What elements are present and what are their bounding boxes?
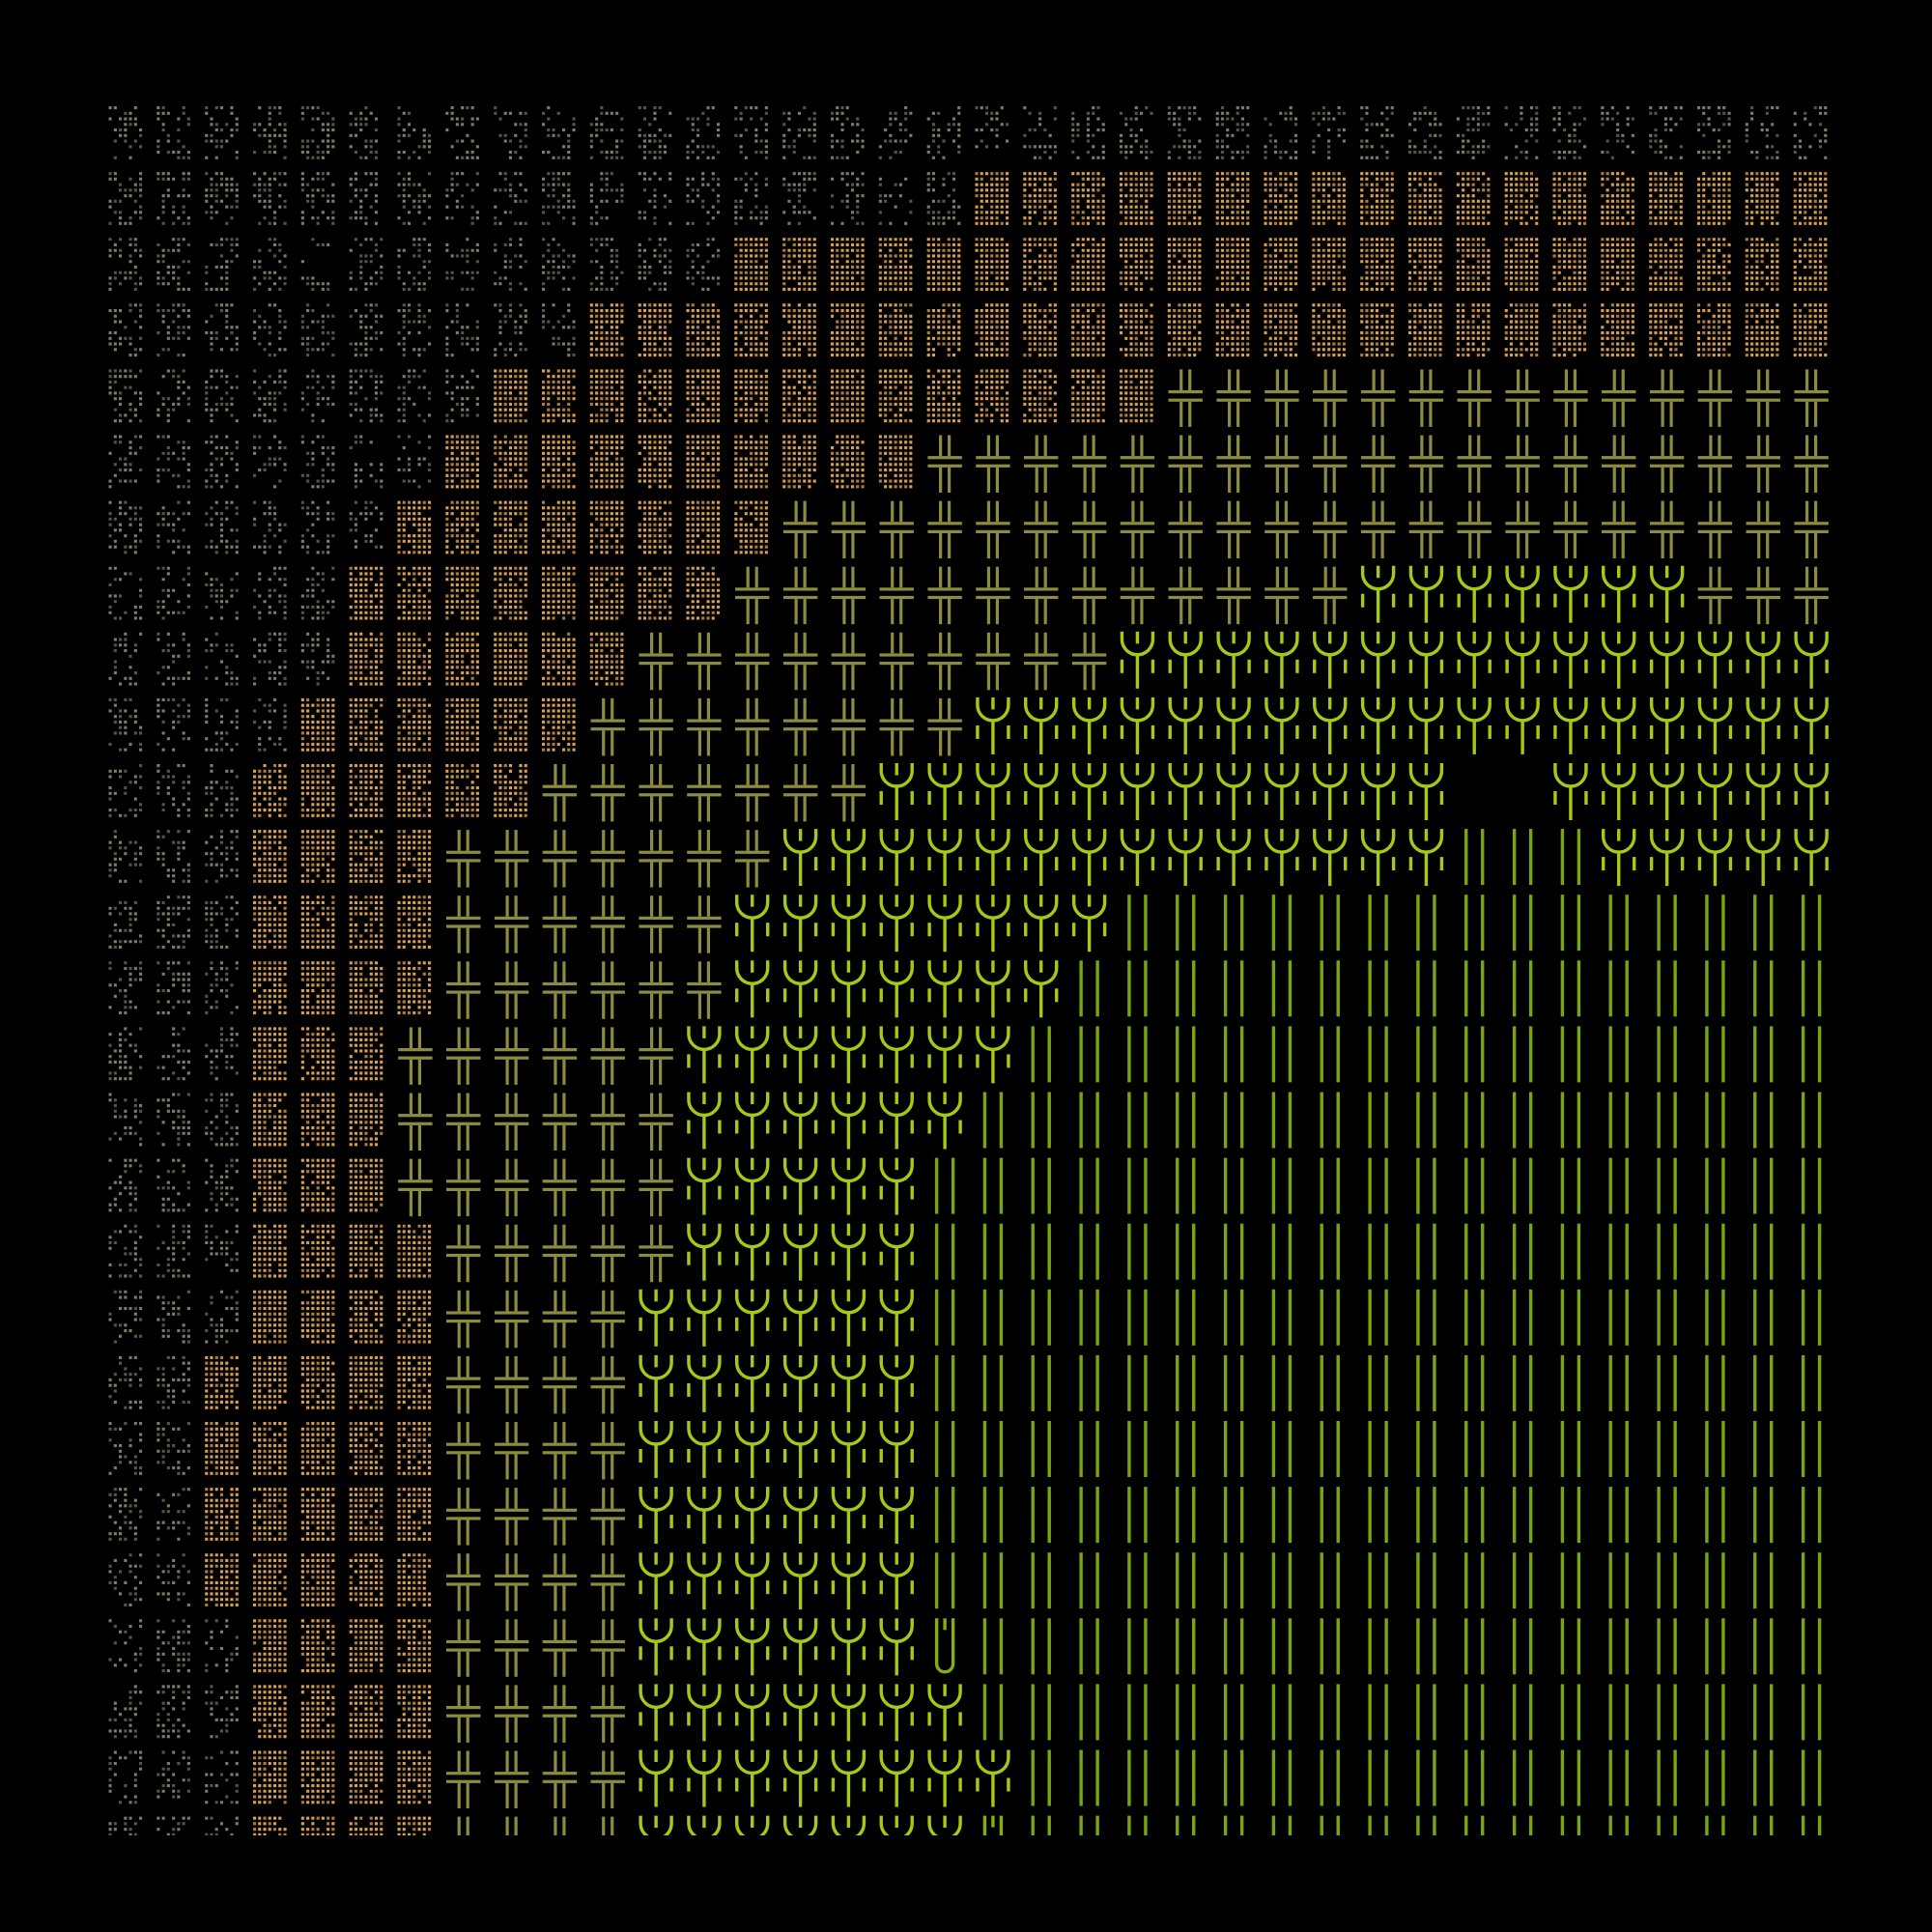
- glyph-grid: [102, 102, 1835, 1835]
- artwork-frame: [102, 102, 1835, 1835]
- dither-dots: [108, 106, 1828, 1835]
